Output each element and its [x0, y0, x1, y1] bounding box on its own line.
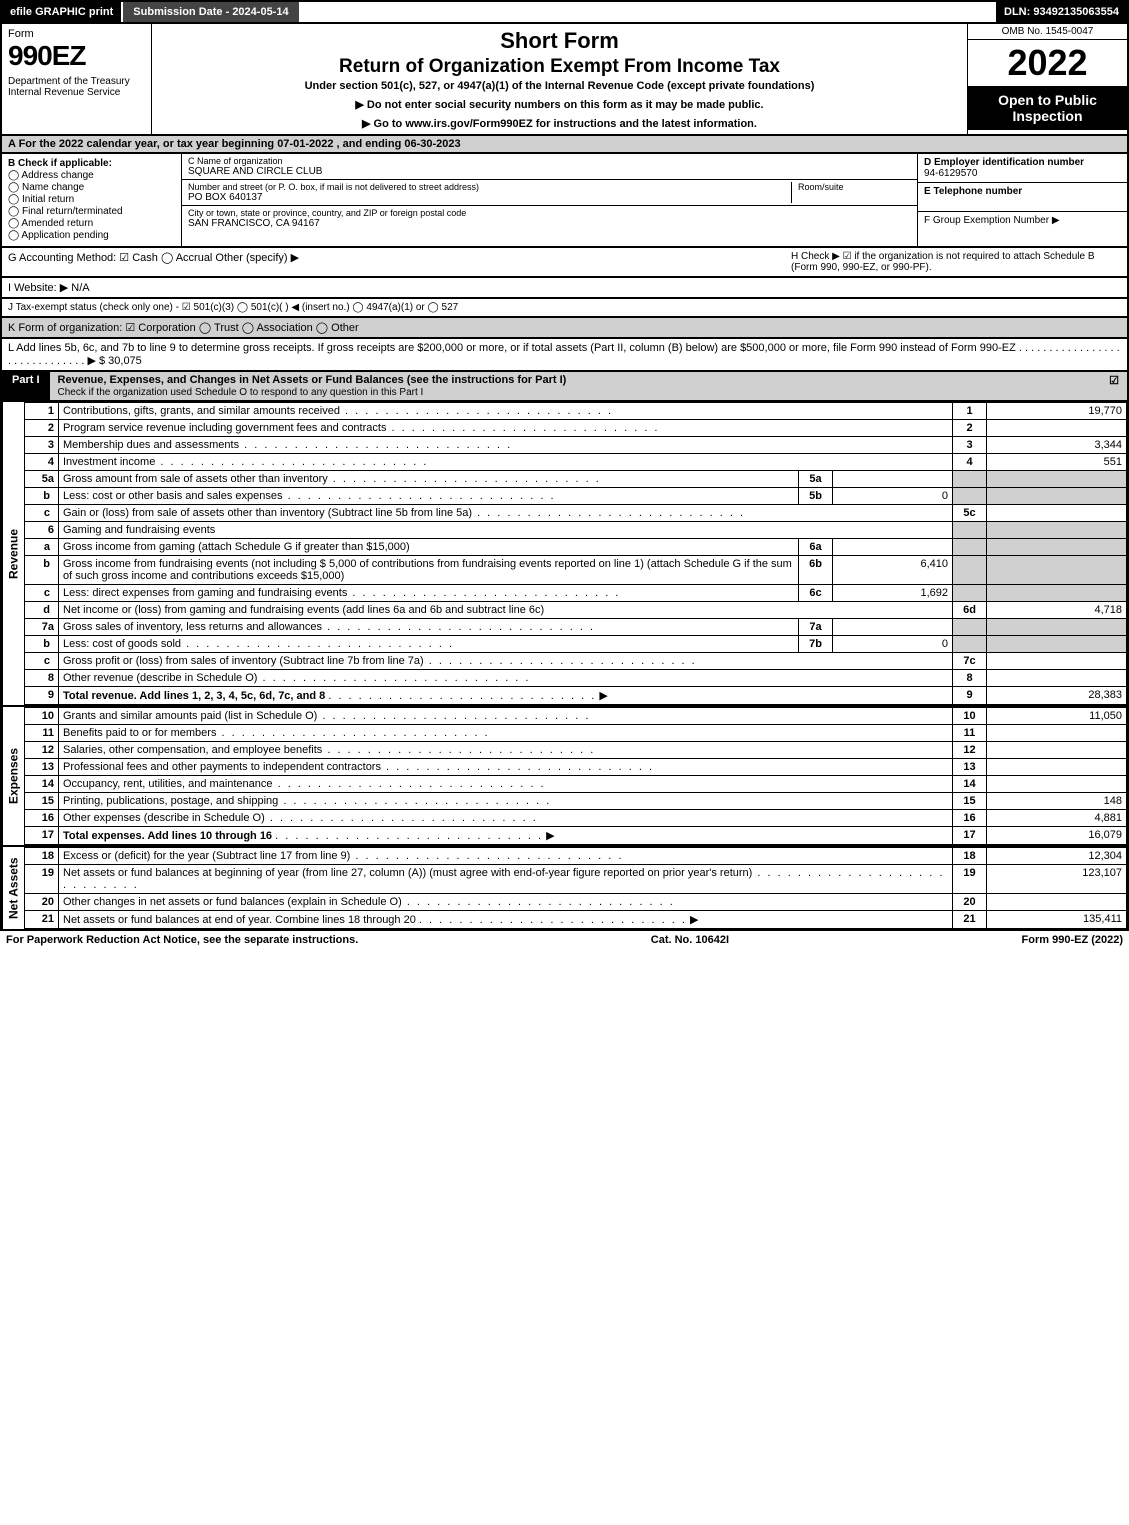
line-8: 8Other revenue (describe in Schedule O)8: [25, 670, 1127, 687]
line-6c: cLess: direct expenses from gaming and f…: [25, 585, 1127, 602]
gross-receipts-line: L Add lines 5b, 6c, and 7b to line 9 to …: [0, 339, 1129, 372]
room-suite-label: Room/suite: [791, 182, 911, 203]
chk-name-change[interactable]: ◯ Name change: [8, 182, 175, 193]
part1-tag: Part I: [2, 372, 50, 400]
c-name-label: C Name of organization: [188, 156, 911, 166]
line-6a: aGross income from gaming (attach Schedu…: [25, 539, 1127, 556]
row-a-tax-year: A For the 2022 calendar year, or tax yea…: [0, 136, 1129, 154]
line-5b: bLess: cost or other basis and sales exp…: [25, 488, 1127, 505]
line-6b: bGross income from fundraising events (n…: [25, 556, 1127, 585]
line-13: 13Professional fees and other payments t…: [25, 759, 1127, 776]
revenue-section: Revenue 1Contributions, gifts, grants, a…: [0, 402, 1129, 707]
tax-year: 2022: [968, 40, 1127, 86]
chk-application-pending[interactable]: ◯ Application pending: [8, 230, 175, 241]
part1-check-note: Check if the organization used Schedule …: [58, 387, 424, 398]
line-12: 12Salaries, other compensation, and empl…: [25, 742, 1127, 759]
row-g-h: G Accounting Method: ☑ Cash ◯ Accrual Ot…: [0, 248, 1129, 278]
short-form-title: Short Form: [158, 28, 961, 54]
col-d-ein: D Employer identification number 94-6129…: [917, 154, 1127, 246]
org-city: SAN FRANCISCO, CA 94167: [188, 218, 320, 229]
efile-print[interactable]: efile GRAPHIC print: [2, 2, 121, 22]
ein-label: D Employer identification number: [924, 157, 1121, 168]
b-label: B Check if applicable:: [8, 158, 175, 169]
form-header: Form 990EZ Department of the Treasury In…: [0, 24, 1129, 136]
line-3: 3Membership dues and assessments33,344: [25, 437, 1127, 454]
part1-header: Part I Revenue, Expenses, and Changes in…: [0, 372, 1129, 402]
c-city-label: City or town, state or province, country…: [188, 208, 911, 218]
net-assets-label: Net Assets: [2, 847, 24, 929]
line-14: 14Occupancy, rent, utilities, and mainte…: [25, 776, 1127, 793]
line-18: 18Excess or (deficit) for the year (Subt…: [25, 848, 1127, 865]
line-9: 9Total revenue. Add lines 1, 2, 3, 4, 5c…: [25, 687, 1127, 705]
revenue-label: Revenue: [2, 402, 24, 705]
dept-treasury: Department of the Treasury Internal Reve…: [8, 76, 145, 98]
line-5a: 5aGross amount from sale of assets other…: [25, 471, 1127, 488]
note-ssn: ▶ Do not enter social security numbers o…: [158, 98, 961, 111]
col-b-checkboxes: B Check if applicable: ◯ Address change …: [2, 154, 182, 246]
chk-final-return[interactable]: ◯ Final return/terminated: [8, 206, 175, 217]
top-bar: efile GRAPHIC print Submission Date - 20…: [0, 0, 1129, 24]
line-2: 2Program service revenue including gover…: [25, 420, 1127, 437]
chk-address-change[interactable]: ◯ Address change: [8, 170, 175, 181]
open-inspection: Open to Public Inspection: [968, 86, 1127, 130]
line-7a: 7aGross sales of inventory, less returns…: [25, 619, 1127, 636]
expenses-label: Expenses: [2, 707, 24, 845]
expenses-section: Expenses 10Grants and similar amounts pa…: [0, 707, 1129, 847]
line-17: 17Total expenses. Add lines 10 through 1…: [25, 827, 1127, 845]
line-11: 11Benefits paid to or for members11: [25, 725, 1127, 742]
subtitle: Under section 501(c), 527, or 4947(a)(1)…: [158, 80, 961, 92]
line-19: 19Net assets or fund balances at beginni…: [25, 865, 1127, 894]
chk-amended[interactable]: ◯ Amended return: [8, 218, 175, 229]
line-4: 4Investment income4551: [25, 454, 1127, 471]
main-title: Return of Organization Exempt From Incom…: [158, 56, 961, 78]
line-10: 10Grants and similar amounts paid (list …: [25, 708, 1127, 725]
line-1: 1Contributions, gifts, grants, and simil…: [25, 403, 1127, 420]
line-5c: cGain or (loss) from sale of assets othe…: [25, 505, 1127, 522]
tax-exempt-status: J Tax-exempt status (check only one) - ☑…: [0, 299, 1129, 318]
omb-number: OMB No. 1545-0047: [968, 24, 1127, 40]
c-addr-label: Number and street (or P. O. box, if mail…: [188, 182, 791, 192]
dln: DLN: 93492135063554: [996, 2, 1127, 22]
line-7b: bLess: cost of goods sold7b0: [25, 636, 1127, 653]
line-16: 16Other expenses (describe in Schedule O…: [25, 810, 1127, 827]
part1-checkmark: ☑: [1101, 372, 1127, 400]
submission-date: Submission Date - 2024-05-14: [121, 2, 298, 22]
group-exemption-label: F Group Exemption Number ▶: [924, 215, 1121, 226]
line-21: 21Net assets or fund balances at end of …: [25, 911, 1127, 929]
website-row: I Website: ▶ N/A: [0, 278, 1129, 299]
ein-value: 94-6129570: [924, 168, 1121, 179]
line-6d: dNet income or (loss) from gaming and fu…: [25, 602, 1127, 619]
schedule-b-check: H Check ▶ ☑ if the organization is not r…: [791, 251, 1121, 273]
line-6: 6Gaming and fundraising events: [25, 522, 1127, 539]
form-of-organization: K Form of organization: ☑ Corporation ◯ …: [0, 318, 1129, 339]
org-address: PO BOX 640137: [188, 192, 263, 203]
col-c-org-info: C Name of organization SQUARE AND CIRCLE…: [182, 154, 917, 246]
org-name: SQUARE AND CIRCLE CLUB: [188, 166, 322, 177]
page-footer: For Paperwork Reduction Act Notice, see …: [0, 931, 1129, 949]
form-label: Form: [8, 28, 145, 40]
paperwork-notice: For Paperwork Reduction Act Notice, see …: [6, 934, 358, 946]
line-15: 15Printing, publications, postage, and s…: [25, 793, 1127, 810]
section-b-to-f: B Check if applicable: ◯ Address change …: [0, 154, 1129, 248]
net-assets-section: Net Assets 18Excess or (deficit) for the…: [0, 847, 1129, 931]
form-number: 990EZ: [8, 40, 145, 72]
tel-label: E Telephone number: [924, 186, 1121, 197]
chk-initial-return[interactable]: ◯ Initial return: [8, 194, 175, 205]
accounting-method: G Accounting Method: ☑ Cash ◯ Accrual Ot…: [8, 251, 791, 273]
cat-no: Cat. No. 10642I: [651, 934, 729, 946]
form-ref: Form 990-EZ (2022): [1022, 934, 1123, 946]
part1-title: Revenue, Expenses, and Changes in Net As…: [58, 374, 567, 386]
line-20: 20Other changes in net assets or fund ba…: [25, 894, 1127, 911]
line-7c: cGross profit or (loss) from sales of in…: [25, 653, 1127, 670]
note-link[interactable]: ▶ Go to www.irs.gov/Form990EZ for instru…: [158, 117, 961, 130]
